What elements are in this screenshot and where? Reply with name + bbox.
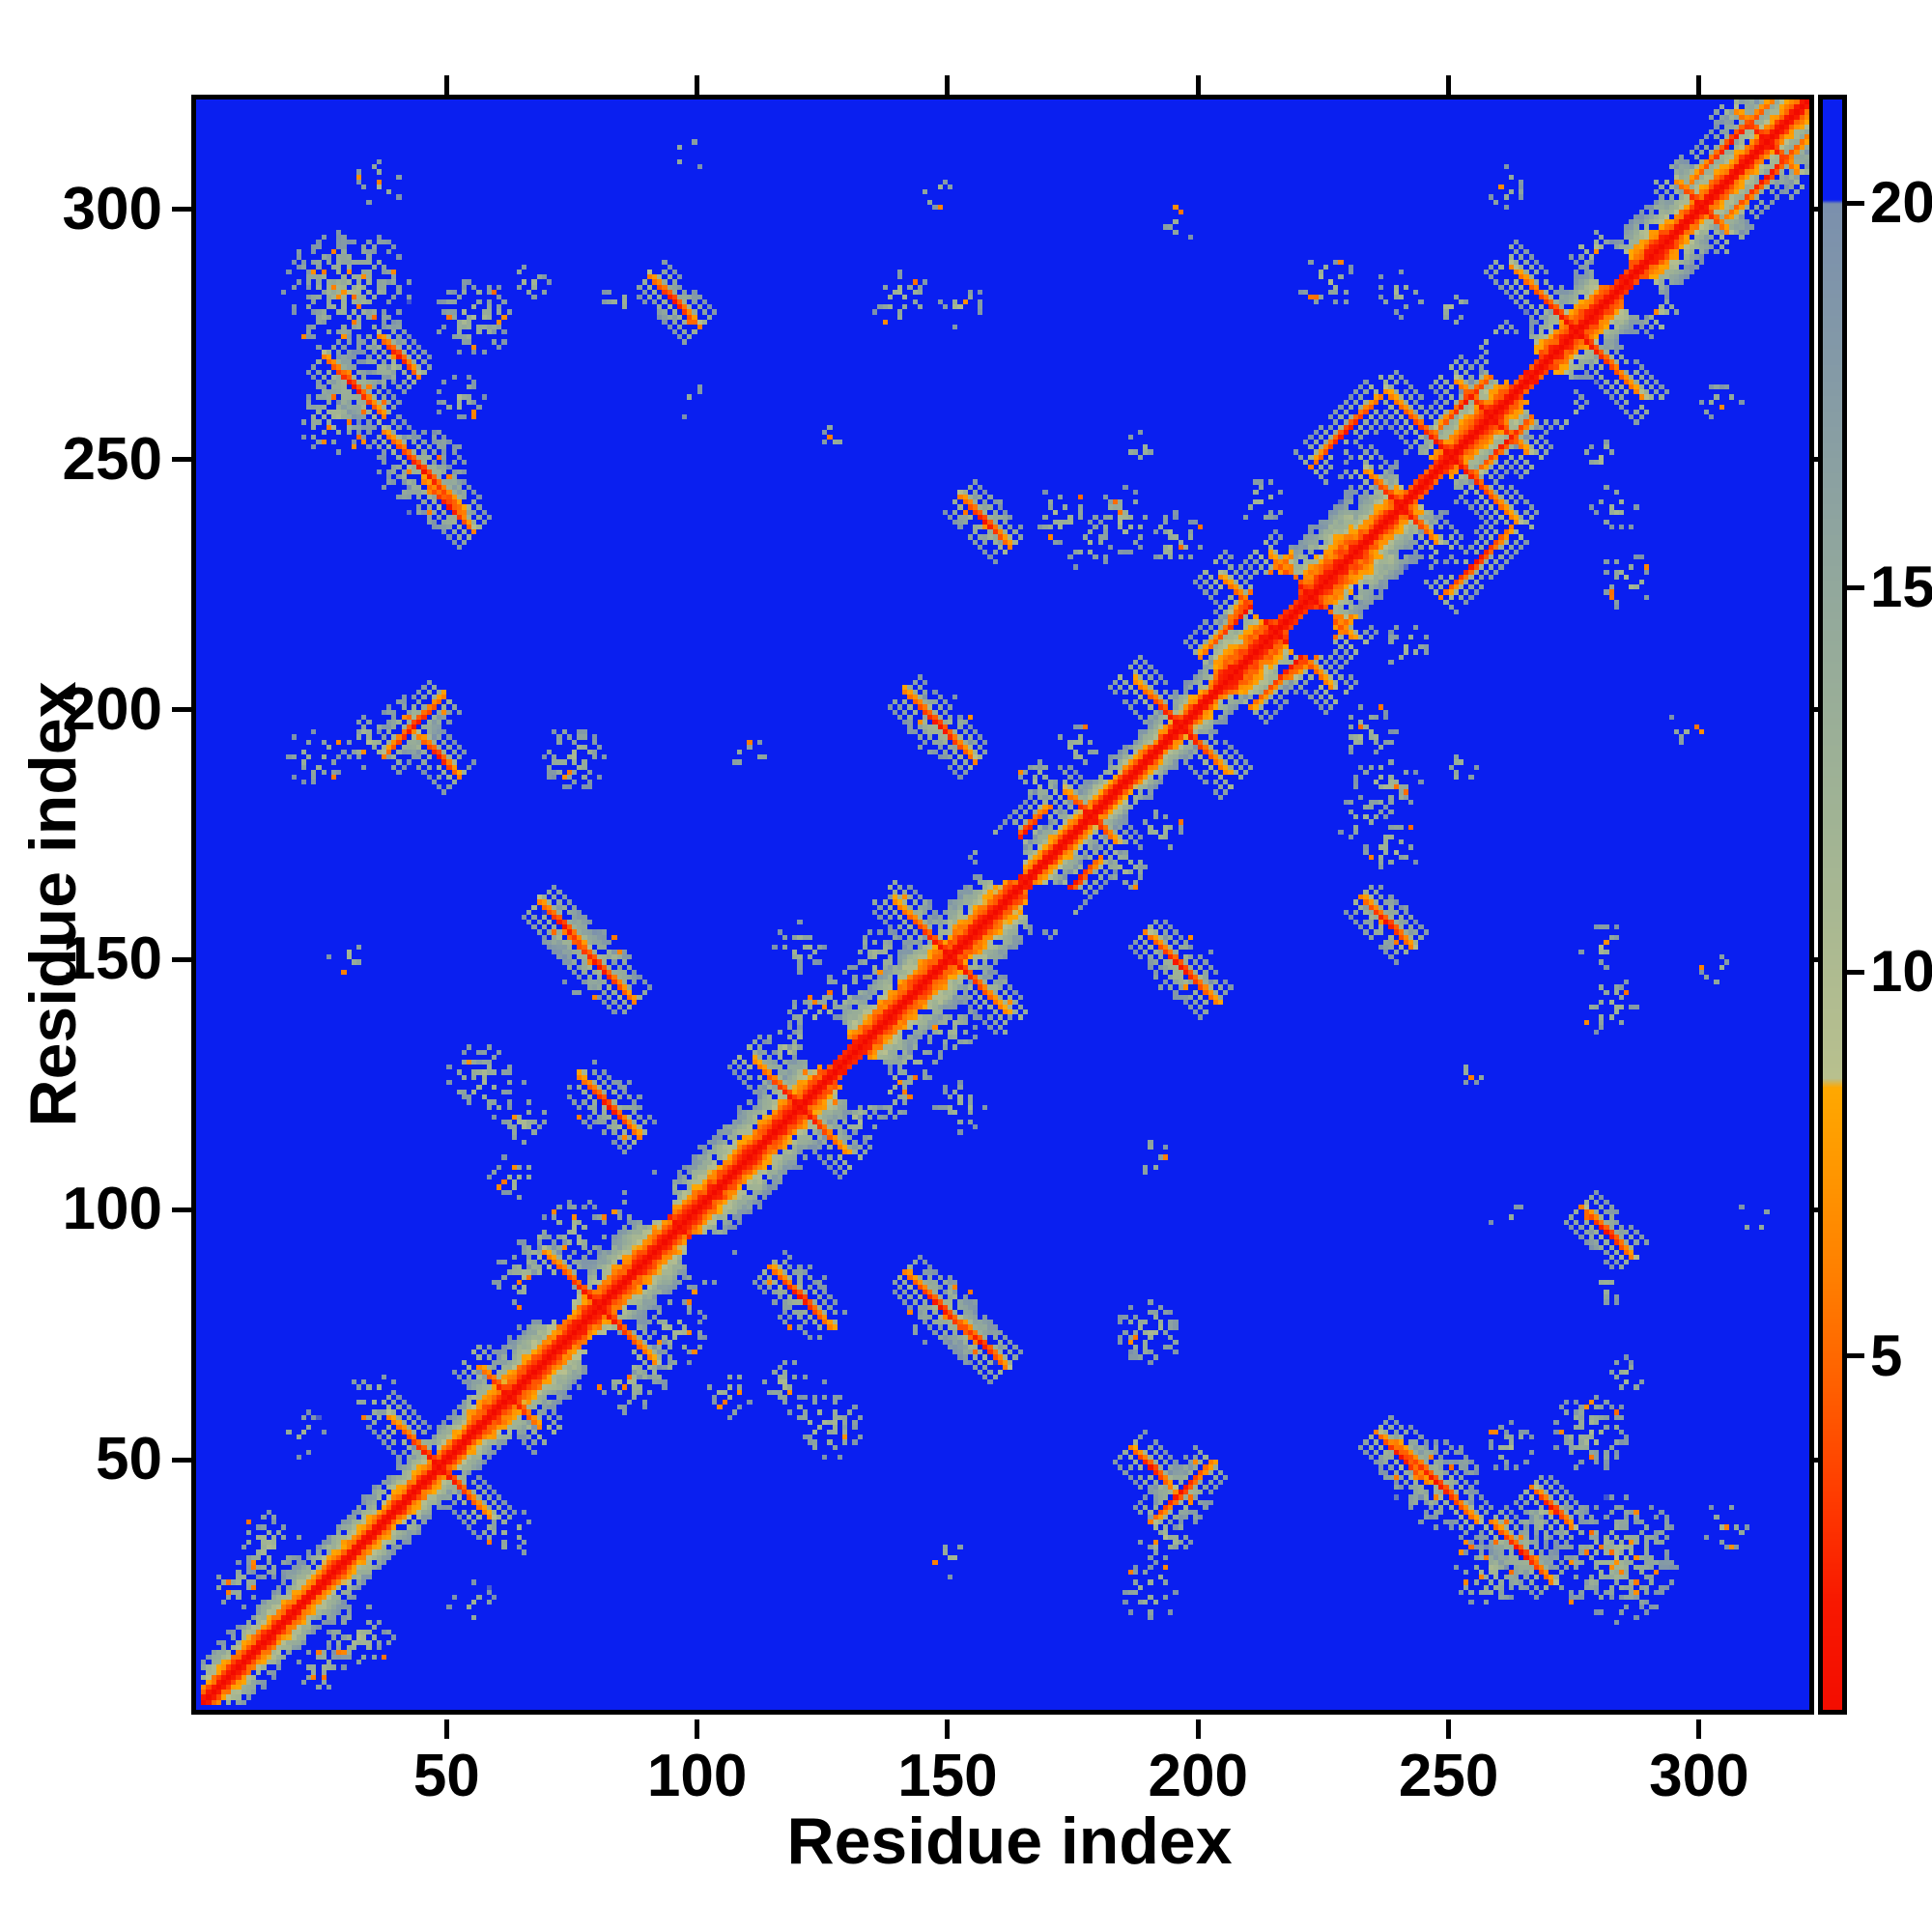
x-tick-50-bottom (443, 1719, 449, 1739)
colorbar-tick-10 (1847, 969, 1864, 975)
x-tick-300-top (1696, 75, 1702, 95)
x-tick-label-250: 250 (1398, 1743, 1499, 1809)
y-tick-label-200: 200 (62, 675, 162, 743)
y-tick-label-150: 150 (62, 925, 162, 993)
y-tick-50-left (172, 1457, 191, 1463)
colorbar (1818, 95, 1847, 1715)
x-tick-150-bottom (945, 1719, 951, 1739)
y-tick-label-100: 100 (62, 1176, 162, 1243)
x-tick-100-bottom (695, 1719, 700, 1739)
colorbar-tick-label-20: 20 (1870, 170, 1932, 236)
y-tick-label-300: 300 (62, 175, 162, 242)
colorbar-canvas (1823, 99, 1842, 1710)
plot-area (191, 95, 1814, 1715)
x-tick-250-top (1446, 75, 1452, 95)
y-tick-200-left (172, 707, 191, 713)
colorbar-tick-label-15: 15 (1870, 554, 1932, 620)
x-tick-200-top (1195, 75, 1201, 95)
y-tick-100-left (172, 1207, 191, 1212)
x-axis-label: Residue index (786, 1804, 1233, 1878)
colorbar-tick-20 (1847, 200, 1864, 206)
colorbar-tick-label-5: 5 (1870, 1322, 1903, 1388)
y-tick-150-left (172, 956, 191, 962)
x-tick-label-300: 300 (1649, 1743, 1749, 1809)
x-tick-200-bottom (1195, 1719, 1201, 1739)
x-tick-label-200: 200 (1148, 1743, 1248, 1809)
x-tick-150-top (945, 75, 951, 95)
colorbar-tick-label-10: 10 (1870, 939, 1932, 1005)
x-tick-300-bottom (1696, 1719, 1702, 1739)
y-tick-300-left (172, 207, 191, 213)
y-axis-label: Residue index (16, 681, 90, 1127)
y-tick-label-50: 50 (96, 1426, 162, 1493)
heatmap-canvas (196, 99, 1809, 1710)
y-tick-label-250: 250 (62, 425, 162, 493)
x-tick-100-top (695, 75, 700, 95)
colorbar-tick-15 (1847, 584, 1864, 590)
y-tick-250-left (172, 457, 191, 463)
x-tick-label-100: 100 (646, 1743, 748, 1809)
x-tick-50-top (443, 75, 449, 95)
x-tick-label-150: 150 (897, 1743, 998, 1809)
x-tick-250-bottom (1446, 1719, 1452, 1739)
x-tick-label-50: 50 (412, 1743, 480, 1809)
colorbar-tick-5 (1847, 1353, 1864, 1359)
